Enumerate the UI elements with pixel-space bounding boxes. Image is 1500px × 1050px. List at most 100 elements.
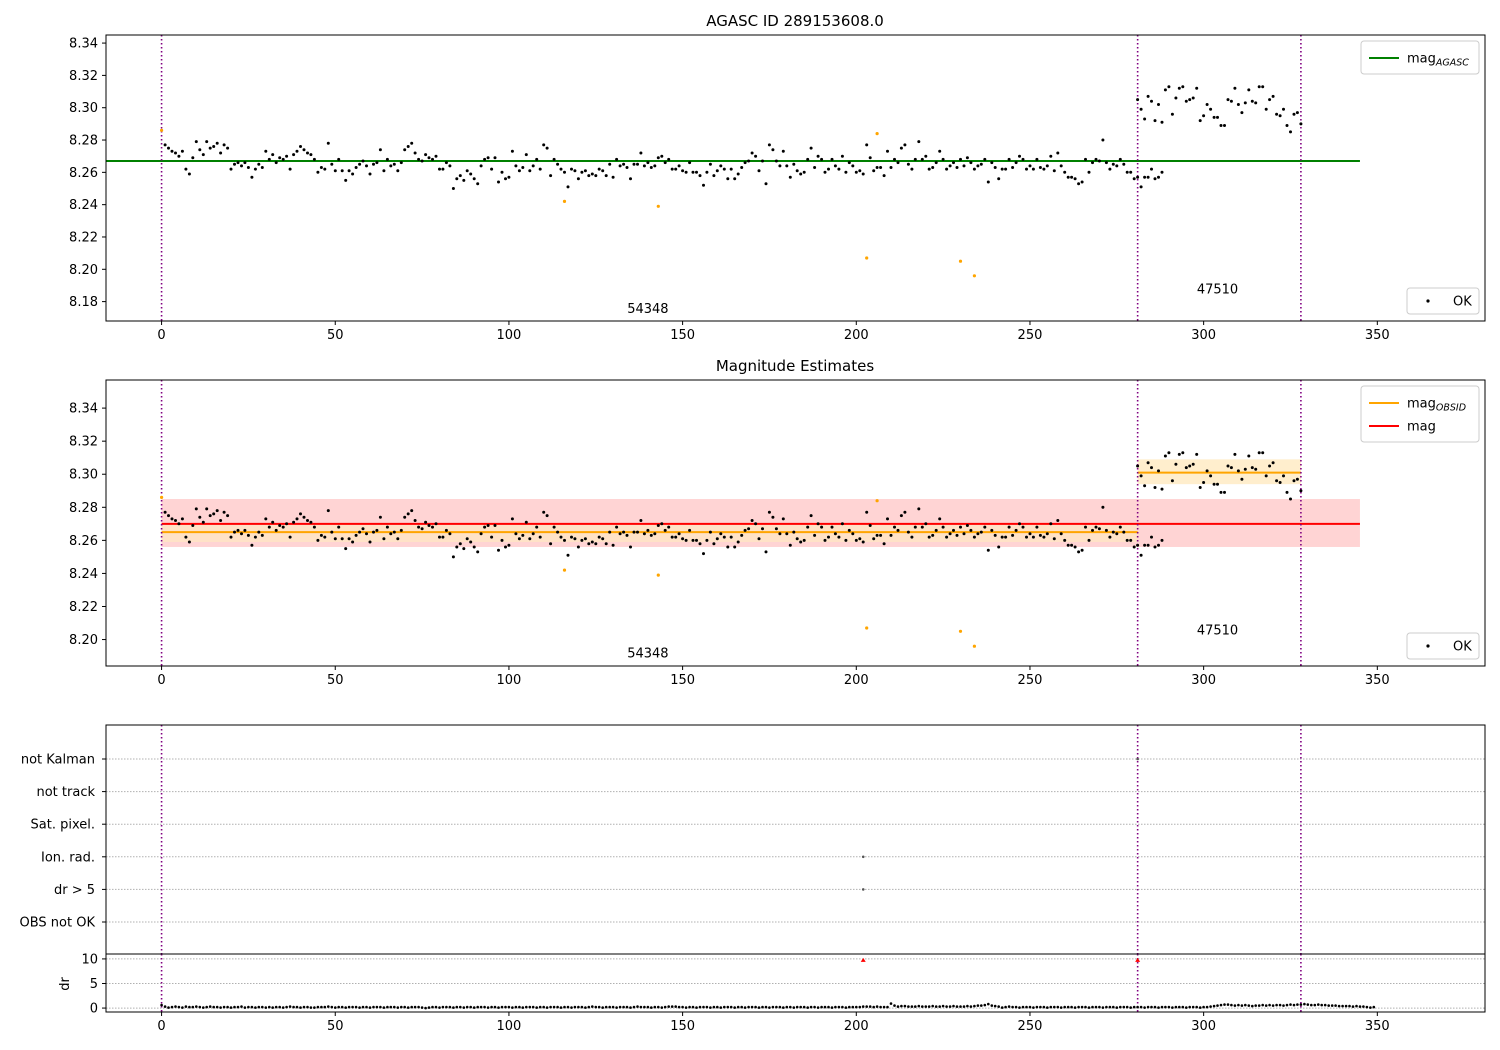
ok-point bbox=[472, 177, 476, 181]
dr-point bbox=[1230, 1003, 1233, 1007]
ok-point bbox=[455, 545, 459, 549]
ok-point bbox=[889, 533, 893, 537]
ok-point bbox=[542, 510, 546, 514]
ok-point bbox=[1094, 525, 1098, 529]
ok-point bbox=[719, 532, 723, 536]
ok-point bbox=[1261, 85, 1265, 89]
suspect-point bbox=[972, 644, 977, 648]
ok-point bbox=[1205, 103, 1209, 106]
dr-point bbox=[851, 1005, 855, 1009]
ok-point bbox=[1129, 170, 1133, 174]
dr-point bbox=[1084, 1005, 1087, 1009]
ok-point bbox=[1028, 164, 1032, 168]
ok-point bbox=[372, 162, 375, 166]
ok-point bbox=[299, 145, 302, 148]
ok-point bbox=[934, 528, 938, 532]
suspect-point bbox=[958, 259, 963, 263]
dr-point bbox=[844, 1006, 848, 1009]
dr-point bbox=[855, 1005, 858, 1009]
dr-point bbox=[580, 1005, 584, 1009]
dr-point bbox=[1073, 1006, 1077, 1009]
ok-point bbox=[972, 167, 976, 171]
ok-point bbox=[365, 532, 368, 536]
dr-point bbox=[531, 1005, 535, 1009]
ok-point bbox=[1247, 88, 1251, 92]
dr-point bbox=[542, 1005, 545, 1009]
ok-point bbox=[677, 532, 681, 536]
ok-point bbox=[1160, 120, 1164, 124]
ok-point bbox=[271, 520, 275, 524]
ok-point bbox=[517, 169, 521, 173]
dr-point bbox=[650, 1006, 653, 1009]
ok-point bbox=[990, 528, 994, 532]
ok-point bbox=[927, 167, 931, 171]
dr-point bbox=[848, 1005, 851, 1009]
ok-point bbox=[1146, 94, 1150, 98]
dr-flag-marker bbox=[1135, 957, 1141, 962]
x-tick-label: 150 bbox=[670, 328, 695, 343]
dr-point bbox=[955, 1005, 959, 1008]
dr-point bbox=[1216, 1004, 1219, 1007]
ok-point bbox=[684, 170, 688, 174]
dr-point bbox=[1139, 1005, 1143, 1009]
ok-point bbox=[799, 540, 803, 544]
ok-point bbox=[983, 157, 987, 161]
ok-point bbox=[1264, 107, 1268, 111]
ok-point bbox=[316, 538, 320, 542]
dr-point bbox=[295, 1005, 299, 1009]
dr-point bbox=[320, 1005, 323, 1009]
ok-point bbox=[858, 537, 862, 541]
ok-point bbox=[899, 146, 903, 150]
legend-point-swatch bbox=[1426, 299, 1430, 303]
ok-point bbox=[570, 167, 573, 171]
ok-point bbox=[260, 533, 264, 537]
ok-point bbox=[913, 157, 917, 161]
suspect-point bbox=[656, 573, 660, 577]
dr-point bbox=[1219, 1003, 1223, 1007]
ok-point bbox=[688, 161, 692, 165]
ok-point bbox=[1191, 462, 1195, 466]
ok-point bbox=[1014, 161, 1018, 165]
ok-point bbox=[500, 170, 504, 174]
dr-point bbox=[1132, 1005, 1136, 1009]
ok-point bbox=[712, 174, 716, 178]
dr-point bbox=[622, 1005, 625, 1009]
axes-estimates-frame bbox=[105, 379, 1486, 667]
dr-point bbox=[636, 1005, 639, 1008]
ok-point bbox=[233, 530, 236, 534]
ok-point bbox=[410, 509, 414, 513]
ok-point bbox=[868, 156, 872, 160]
dr-point bbox=[386, 1005, 389, 1009]
ok-point bbox=[406, 145, 410, 148]
dr-point bbox=[205, 1005, 208, 1009]
ok-point bbox=[493, 156, 497, 160]
ok-point bbox=[274, 528, 278, 532]
dr-point bbox=[1271, 1004, 1275, 1007]
x-tick-label: 0 bbox=[157, 1019, 165, 1034]
suspect-point bbox=[958, 629, 963, 633]
dr-point bbox=[274, 1005, 278, 1009]
dr-point bbox=[1143, 1006, 1146, 1009]
dr-point bbox=[993, 1004, 997, 1008]
ok-point bbox=[1236, 103, 1240, 106]
ok-point bbox=[1129, 538, 1133, 542]
x-tick-label: 250 bbox=[1018, 1019, 1043, 1034]
dr-point bbox=[1167, 1005, 1171, 1009]
ok-point bbox=[1031, 535, 1035, 539]
ok-point bbox=[1216, 115, 1219, 119]
ok-point bbox=[233, 162, 236, 166]
x-tick-label: 50 bbox=[327, 328, 344, 343]
ok-point bbox=[281, 525, 285, 529]
dr-point bbox=[1098, 1005, 1101, 1009]
dr-point bbox=[1000, 1006, 1004, 1009]
ok-point bbox=[1111, 162, 1115, 166]
ok-point bbox=[976, 164, 980, 168]
ok-point bbox=[1163, 454, 1167, 458]
dr-point bbox=[1202, 1005, 1205, 1009]
ok-point bbox=[802, 538, 806, 542]
ok-point bbox=[1018, 522, 1021, 526]
dr-point bbox=[667, 1005, 670, 1008]
dr-point bbox=[1014, 1005, 1018, 1009]
ok-point bbox=[1101, 138, 1105, 142]
ok-point bbox=[451, 555, 455, 559]
